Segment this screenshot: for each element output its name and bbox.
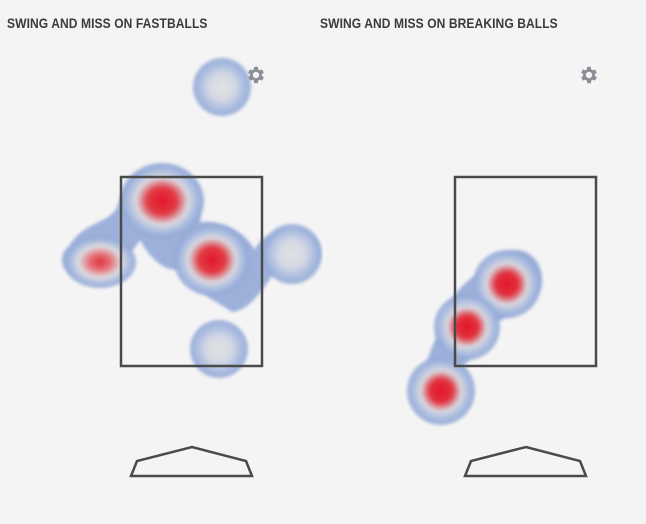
heat-spot bbox=[64, 236, 136, 288]
heat-spot bbox=[174, 224, 250, 296]
home-plate bbox=[129, 445, 254, 478]
heat-spot bbox=[190, 320, 248, 378]
heat-spot bbox=[473, 250, 541, 318]
panel-title: SWING AND MISS ON BREAKING BALLS bbox=[320, 15, 558, 31]
fastball-heatmap bbox=[62, 58, 322, 478]
home-plate bbox=[463, 445, 588, 478]
heat-spot bbox=[434, 294, 500, 360]
strike-zone bbox=[119, 175, 264, 368]
fastballs-panel: SWING AND MISS ON FASTBALLS bbox=[7, 15, 322, 478]
heat-spot bbox=[262, 224, 322, 284]
breaking-heatmap bbox=[407, 175, 598, 478]
breaking-balls-panel: SWING AND MISS ON BREAKING BALLS bbox=[320, 0, 646, 524]
strike-zone bbox=[453, 175, 598, 368]
heat-blobs bbox=[62, 58, 322, 378]
gear-icon[interactable] bbox=[578, 64, 600, 86]
gear-icon[interactable] bbox=[245, 64, 267, 86]
heat-blobs bbox=[407, 249, 543, 425]
heat-spot bbox=[193, 58, 251, 116]
panel-title: SWING AND MISS ON FASTBALLS bbox=[7, 15, 208, 31]
heat-spot bbox=[120, 163, 204, 239]
heat-spot bbox=[407, 357, 475, 425]
